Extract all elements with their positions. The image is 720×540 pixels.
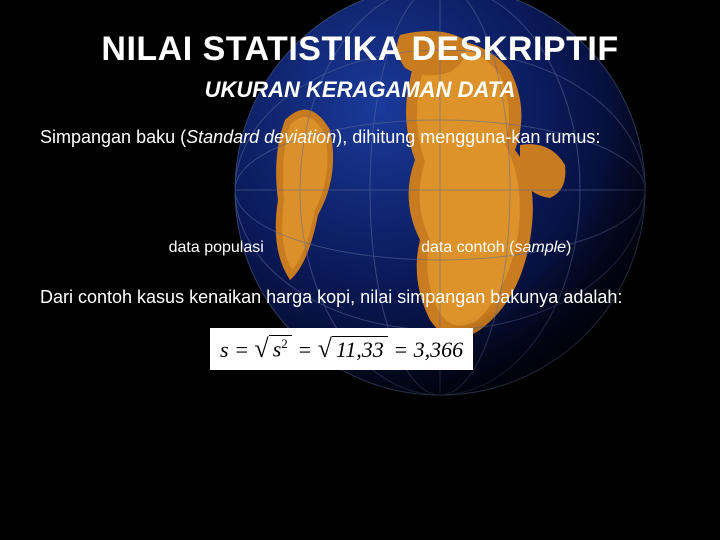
label-sample: data contoh (sample) (421, 239, 571, 257)
formula-result: s = √s2 = √11,33 = 3,366 (210, 328, 473, 370)
slide-subtitle: UKURAN KERAGAMAN DATA (40, 77, 680, 103)
formula-labels-row: data populasi data contoh (sample) (40, 239, 680, 257)
intro-italic: Standard deviation (186, 127, 336, 147)
slide-title: NILAI STATISTIKA DESKRIPTIF (40, 30, 680, 69)
body-text: Dari contoh kasus kenaikan harga kopi, n… (40, 285, 680, 309)
intro-text: Simpangan baku (Standard deviation), dih… (40, 125, 680, 149)
slide-content: NILAI STATISTIKA DESKRIPTIF UKURAN KERAG… (0, 0, 720, 400)
intro-post: ), dihitung mengguna-kan rumus: (336, 127, 600, 147)
intro-pre: Simpangan baku ( (40, 127, 186, 147)
label-populasi: data populasi (169, 239, 264, 257)
